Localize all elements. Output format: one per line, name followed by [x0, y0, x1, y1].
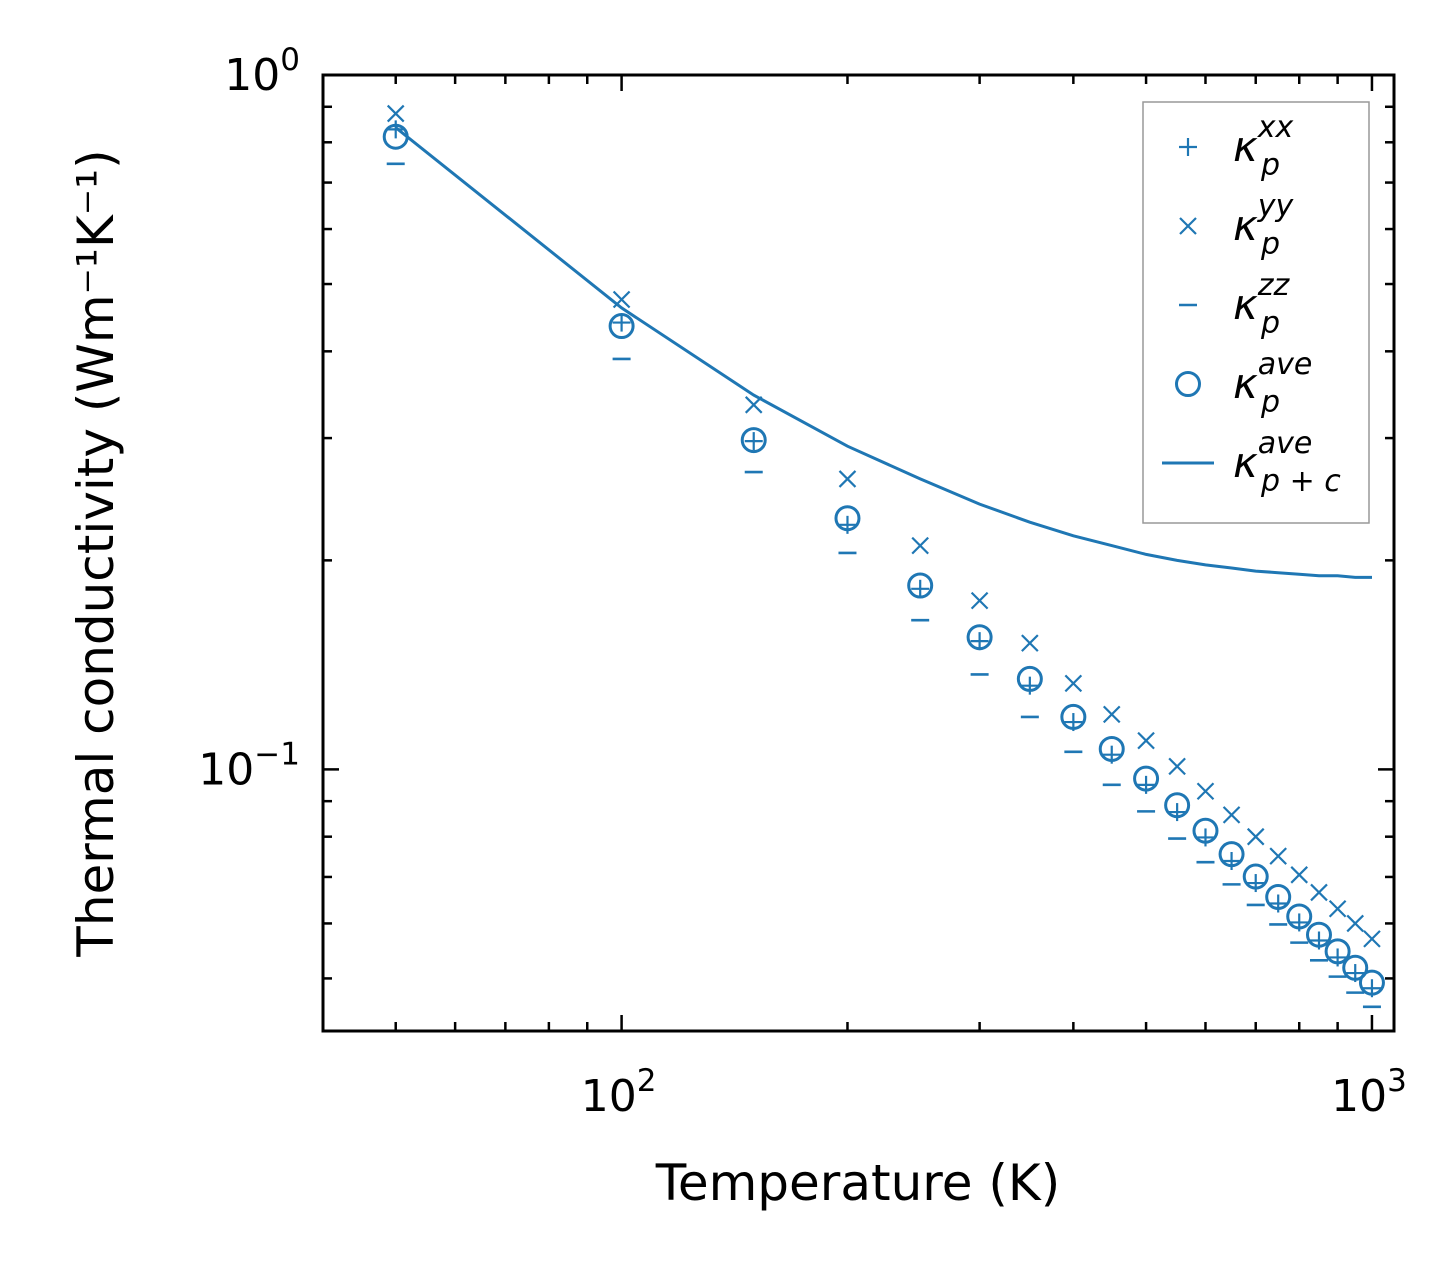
legend-label: κave p + c: [1233, 426, 1341, 499]
data-point: [1222, 806, 1241, 824]
data-point: [386, 104, 405, 123]
data-point: [1328, 899, 1347, 918]
data-point: [1305, 921, 1332, 948]
plot-frame: [321, 73, 1396, 1033]
data-point: [1265, 883, 1292, 910]
y-axis-label: Thermal conductivity (Wm⁻¹K⁻¹): [67, 149, 125, 957]
legend-entry: κxx p: [1179, 110, 1294, 183]
x-tick-label: 102: [581, 1063, 657, 1122]
data-point: [1168, 757, 1186, 776]
data-series: [382, 104, 1385, 1009]
data-point: [1064, 674, 1083, 693]
legend-label: κxx p: [1233, 110, 1294, 183]
data-point: [1310, 883, 1328, 902]
data-point: [1021, 634, 1039, 652]
series-zz-hline: [386, 162, 1381, 1009]
data-point: [1192, 817, 1219, 844]
y-tick-label: 10−1: [198, 736, 300, 795]
data-point: [838, 470, 857, 488]
data-point: [612, 313, 631, 332]
data-point: [970, 632, 989, 651]
data-point: [911, 536, 929, 555]
data-point: [1133, 765, 1160, 792]
data-point: [1137, 731, 1155, 750]
data-point: [970, 591, 989, 610]
data-point: [966, 624, 993, 651]
legend-marker: [1179, 138, 1197, 156]
data-point: [1324, 938, 1351, 965]
tick-labels: 102 103 100 10−1: [198, 42, 1407, 1122]
data-point: [1164, 792, 1191, 819]
legend-frame: [1142, 101, 1370, 524]
data-point: [1358, 969, 1385, 996]
y-tick-label: 100: [224, 42, 300, 101]
data-point: [744, 432, 763, 451]
legend-label: κzz p: [1233, 268, 1291, 341]
data-point: [1363, 930, 1381, 948]
data-point: [1346, 914, 1365, 933]
data-point: [1290, 866, 1309, 884]
data-point: [1098, 735, 1125, 762]
data-point: [1196, 782, 1215, 801]
legend-label: κave p: [1233, 347, 1312, 420]
legend-entry: κave p: [1175, 347, 1312, 420]
legend-entry: κyy p: [1179, 189, 1295, 262]
data-point: [911, 579, 930, 598]
legend-marker: [1179, 217, 1197, 235]
data-point: [1342, 954, 1369, 981]
legend-label: κyy p: [1233, 189, 1295, 262]
data-point: [1246, 827, 1265, 846]
series-ave-line: [394, 126, 1372, 579]
legend-marker: [1175, 371, 1201, 397]
x-tick-label: 103: [1331, 1063, 1407, 1122]
data-point: [1269, 847, 1287, 865]
data-point: [1242, 863, 1269, 890]
series-ave-circle: [382, 123, 1385, 996]
x-axis-label: Temperature (K): [655, 1154, 1060, 1212]
legend-entry: κave p + c: [1162, 426, 1341, 499]
data-point: [834, 505, 861, 532]
data-point: [907, 572, 934, 599]
data-point: [1102, 705, 1121, 724]
data-point: [1016, 665, 1043, 692]
series-line: [394, 126, 1372, 579]
data-point: [1286, 903, 1313, 930]
series-yy-x: [386, 104, 1381, 948]
data-point: [1218, 841, 1245, 868]
legend-entry: κzz p: [1179, 268, 1291, 341]
data-point: [740, 427, 767, 454]
data-point: [1060, 703, 1087, 730]
data-point: [608, 313, 635, 340]
